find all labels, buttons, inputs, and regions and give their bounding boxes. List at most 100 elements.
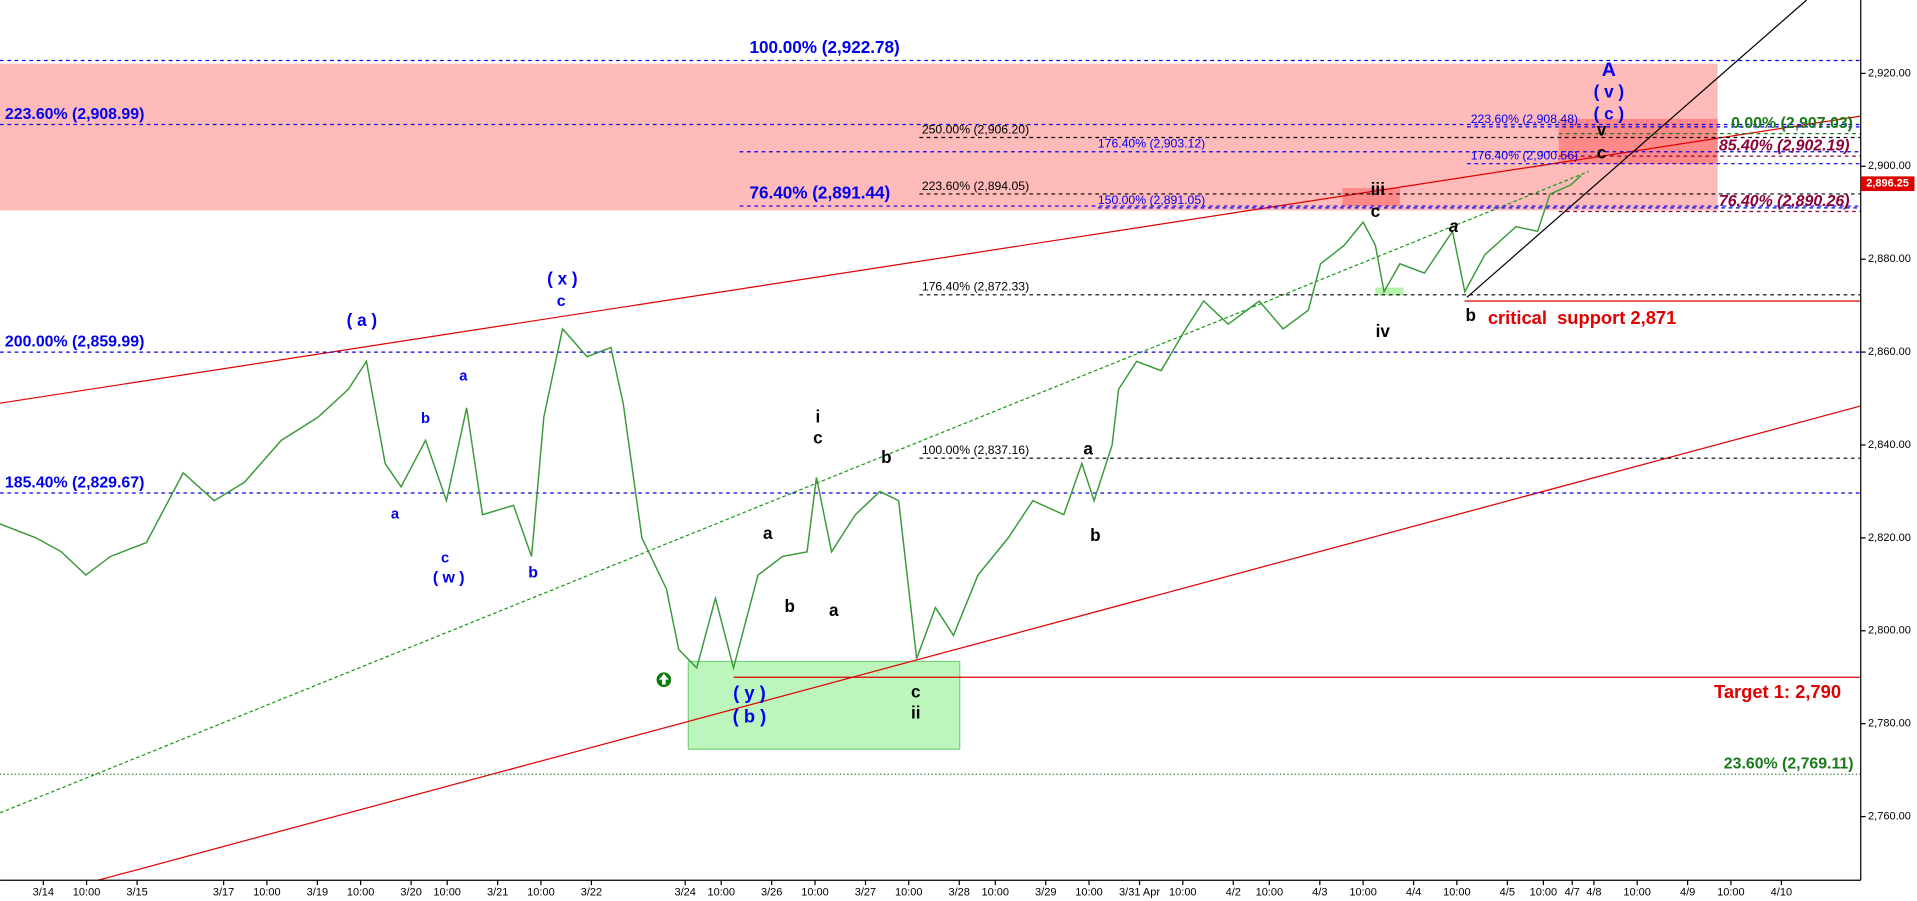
x-tick-label: 3/24 <box>674 886 695 898</box>
wave-label: c <box>441 551 449 567</box>
wave-label: a <box>1449 217 1459 236</box>
annotations: ( a ) ( x ) c a b a c ( w ) b ( y )( b ) A( v ) ( c… <box>347 59 1624 726</box>
price-line <box>0 175 1582 671</box>
wave-label: a <box>391 507 400 523</box>
level-label: 176.40% (2,872.33) <box>922 280 1029 294</box>
wave-label: b <box>1466 306 1476 325</box>
wave-label: b <box>1090 526 1100 545</box>
level-label: 223.60% (2,908.99) <box>5 106 144 123</box>
y-tick-label: 2,920.00 <box>1868 67 1911 79</box>
last-price-tag <box>1860 176 1915 192</box>
x-tick-label: 4/2 <box>1226 886 1241 898</box>
x-tick-label: 4/7 <box>1565 886 1580 898</box>
x-tick-label: 3/27 <box>855 886 876 898</box>
trendline <box>1466 0 1808 298</box>
trendline <box>0 170 1590 814</box>
level-label: 100.00% (2,837.16) <box>922 443 1029 457</box>
wave-label: ( c ) <box>1594 104 1624 123</box>
y-tick-label: 2,860.00 <box>1868 346 1911 358</box>
zone <box>1342 188 1400 207</box>
wave-label: ( w ) <box>433 569 465 586</box>
wave-label: b <box>785 597 795 616</box>
x-tick-label: 4/10 <box>1771 886 1792 898</box>
x-tick-label: 10:00 <box>1443 886 1471 898</box>
wave-label: c <box>813 428 823 447</box>
level-label: Target 1: 2,790 <box>1714 681 1841 702</box>
y-tick-label: 2,800.00 <box>1868 625 1911 637</box>
trendline <box>97 405 1861 881</box>
level-label: 23.60% (2,769.11) <box>1724 756 1854 773</box>
level-label: 0.00% (2,907.03) <box>1731 115 1853 132</box>
wave-label: A <box>1602 59 1616 81</box>
x-tick-label: 3/28 <box>949 886 970 898</box>
wave-label: i <box>816 408 821 427</box>
wave-label: ( x ) <box>547 269 577 288</box>
wave-label: a <box>1083 439 1093 458</box>
x-tick-label: 10:00 <box>433 886 461 898</box>
level-label: 200.00% (2,859.99) <box>5 334 144 351</box>
zones <box>0 63 1718 750</box>
x-tick-label: 10:00 <box>253 886 281 898</box>
x-tick-label: 10:00 <box>1530 886 1558 898</box>
last-price-label: 2,896.25 <box>1866 178 1909 190</box>
x-tick-label: 10:00 <box>707 886 735 898</box>
level-label: 250.00% (2,906.20) <box>922 122 1029 136</box>
level-label: 223.60% (2,894.05) <box>922 179 1029 193</box>
level-label: 76.40% (2,891.44) <box>749 183 890 202</box>
y-tick-label: 2,760.00 <box>1868 810 1911 822</box>
wave-label: ii <box>911 703 921 722</box>
x-tick-label: 3/19 <box>307 886 328 898</box>
y-tick-label: 2,900.00 <box>1868 160 1911 172</box>
level-label: 223.60% (2,908.48) <box>1471 112 1578 126</box>
x-tick-label: 3/17 <box>213 886 234 898</box>
y-tick-label: 2,820.00 <box>1868 532 1911 544</box>
x-tick-label: 3/15 <box>126 886 147 898</box>
wave-label: ( v ) <box>1594 82 1624 101</box>
x-tick-label: 4/9 <box>1680 886 1695 898</box>
x-tick-label: 10:00 <box>1623 886 1651 898</box>
wave-label: a <box>763 524 773 543</box>
x-tick-label: 4/8 <box>1586 886 1601 898</box>
x-tick-label: 10:00 <box>347 886 375 898</box>
x-tick-label: 10:00 <box>982 886 1010 898</box>
wave-label: c <box>557 293 566 310</box>
x-tick-label: 10:00 <box>1075 886 1103 898</box>
x-tick-label: 3/21 <box>487 886 508 898</box>
x-tick-label: 10:00 <box>1256 886 1284 898</box>
level-label: 176.40% (2,900.56) <box>1471 149 1578 163</box>
zone <box>687 660 961 750</box>
up-arrow-icon <box>656 672 672 688</box>
wave-label: a <box>459 368 468 384</box>
wave-label: a <box>829 601 839 620</box>
x-tick-label: 3/20 <box>400 886 421 898</box>
x-tick-label: 10:00 <box>1169 886 1197 898</box>
zone <box>1375 287 1404 296</box>
x-tick-label: 3/14 <box>33 886 54 898</box>
x-tick-label: 4/4 <box>1406 886 1421 898</box>
x-tick-label: 10:00 <box>801 886 829 898</box>
wave-label: b <box>528 565 538 582</box>
x-tick-label: 4/3 <box>1312 886 1327 898</box>
wave-label: ( b ) <box>733 705 767 726</box>
wave-label: ( y ) <box>733 682 766 703</box>
x-tick-label: 10:00 <box>1349 886 1377 898</box>
wave-label: iii <box>1371 180 1385 199</box>
wave-label: c <box>1597 144 1607 163</box>
wave-label: b <box>421 411 430 427</box>
x-tick-label: 10:00 <box>527 886 555 898</box>
zone <box>0 63 1718 211</box>
level-label: 100.00% (2,922.78) <box>749 38 899 57</box>
wave-label: iv <box>1376 322 1391 341</box>
x-tick-label: 10:00 <box>1717 886 1745 898</box>
level-label: 76.40% (2,890.26) <box>1719 193 1850 210</box>
levels: 100.00% (2,922.78) 223.60% (2,908.99) 250.… <box>0 38 1861 775</box>
x-tick-label: 3/29 <box>1035 886 1056 898</box>
x-tick-label: 3/26 <box>761 886 782 898</box>
y-tick-label: 2,780.00 <box>1868 718 1911 730</box>
level-label: 85.40% (2,902.19) <box>1719 138 1850 155</box>
level-label: 176.40% (2,903.12) <box>1098 137 1205 151</box>
y-tick-label: 2,880.00 <box>1868 253 1911 265</box>
